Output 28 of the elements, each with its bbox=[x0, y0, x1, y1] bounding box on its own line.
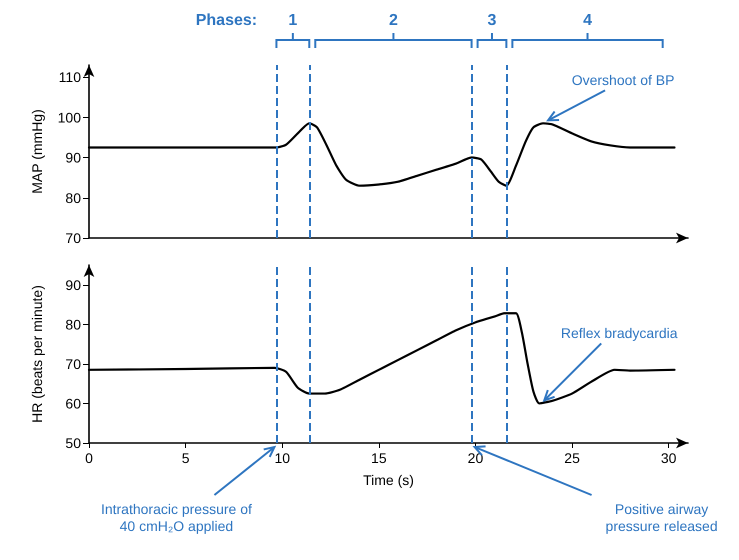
y-axis-title: MAP (mmHg) bbox=[29, 109, 45, 194]
text: 1 bbox=[287, 12, 298, 28]
text: Positive airway pressure released bbox=[604, 501, 719, 535]
x-tick-label: 10 bbox=[274, 450, 290, 466]
y-tick-label: 80 bbox=[65, 316, 82, 332]
text: 3 bbox=[486, 12, 498, 28]
x-tick-label: 15 bbox=[371, 450, 387, 466]
y-tick-label: 90 bbox=[65, 150, 82, 166]
x-tick-label: 5 bbox=[182, 450, 190, 466]
text: Phases: bbox=[194, 12, 258, 28]
y-axis-title: HR (beats per minute) bbox=[29, 285, 45, 423]
text: Intrathoracic pressure of 40 cmH₂O applied bbox=[100, 501, 253, 535]
y-tick-label: 50 bbox=[65, 435, 82, 451]
y-tick-label: 60 bbox=[65, 395, 82, 412]
y-tick-label: 100 bbox=[58, 109, 82, 126]
y-tick-label: 110 bbox=[58, 69, 82, 86]
x-tick-label: 0 bbox=[85, 450, 94, 466]
x-tick-label: 30 bbox=[660, 450, 677, 466]
y-tick-label: 80 bbox=[65, 190, 82, 206]
y-tick-label: 70 bbox=[65, 356, 82, 372]
annotation: Reflex bradycardia bbox=[560, 324, 679, 342]
y-tick-label: 70 bbox=[65, 230, 82, 246]
text: 4 bbox=[582, 12, 593, 28]
text: 2 bbox=[388, 12, 399, 28]
y-tick-label: 90 bbox=[65, 276, 82, 293]
x-tick-label: 25 bbox=[564, 450, 580, 466]
x-axis-title: Time (s) bbox=[363, 472, 414, 488]
annotation: Overshoot of BP bbox=[570, 72, 676, 89]
